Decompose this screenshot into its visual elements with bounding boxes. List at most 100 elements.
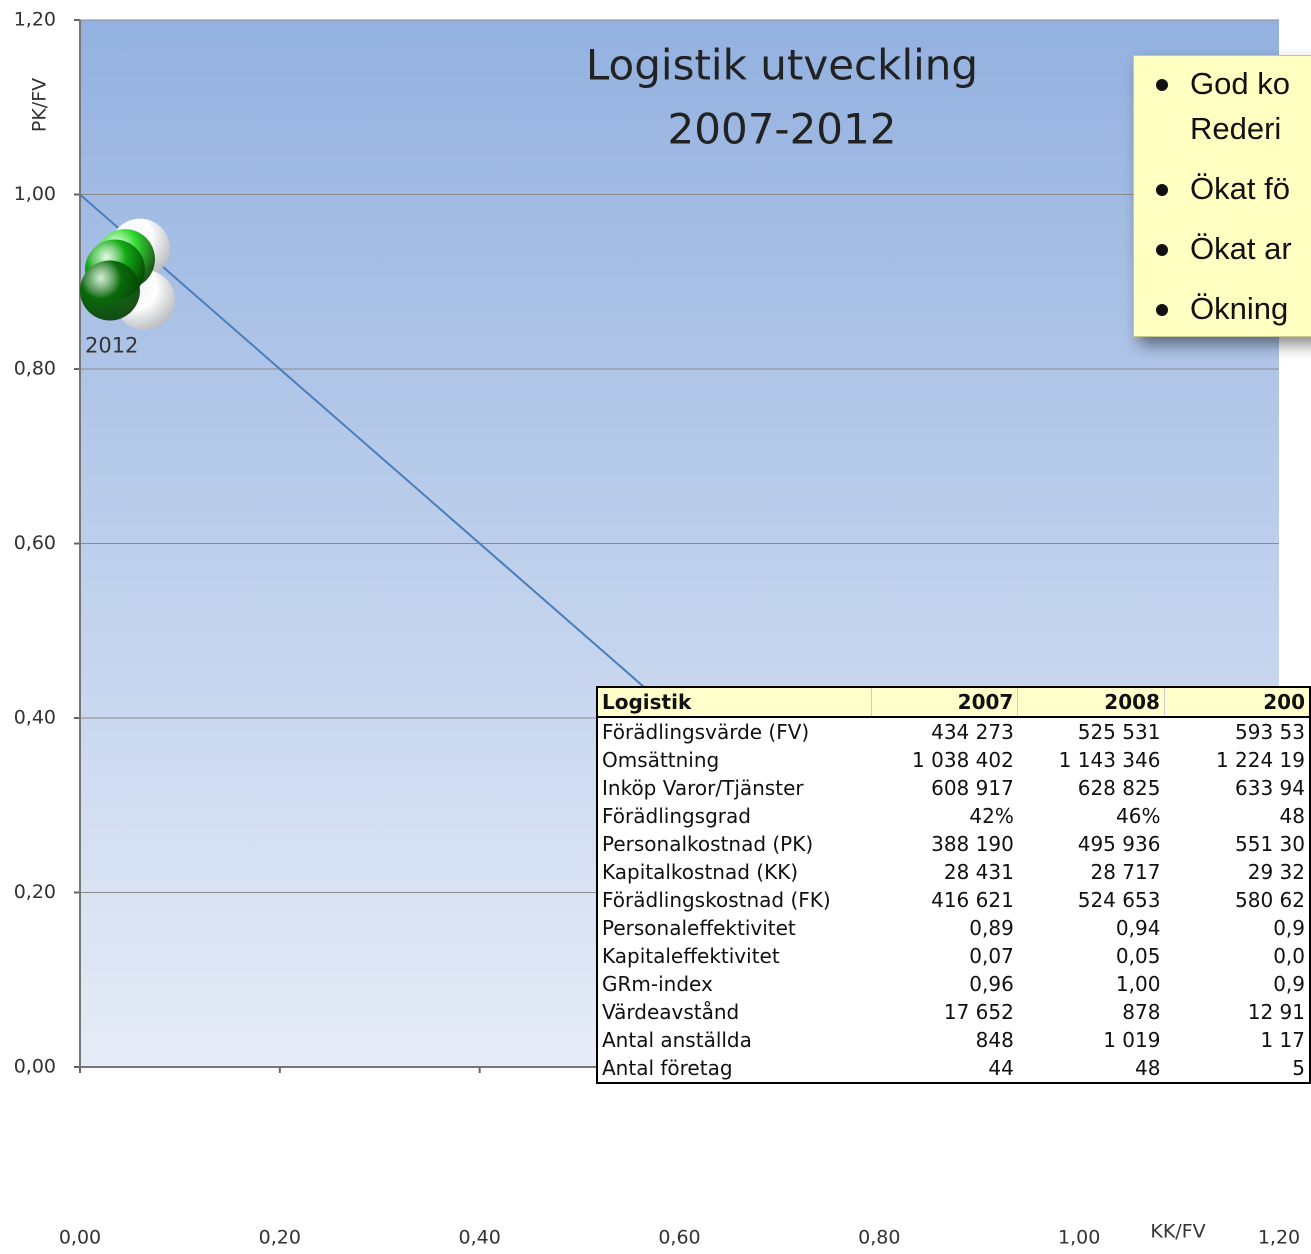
- table-cell: 388 190: [931, 832, 1014, 856]
- table-cell: 525 531: [1077, 720, 1161, 744]
- x-tick-label: 0,40: [459, 1227, 501, 1249]
- x-tick-label: 0,60: [658, 1227, 700, 1249]
- x-tick-label: 0,20: [259, 1227, 301, 1249]
- chart-title: Logistik utveckling: [586, 41, 978, 90]
- text-box-line: Ökat ar: [1156, 231, 1292, 267]
- text-box-line: Ökat fö: [1156, 171, 1290, 207]
- x-tick-label: 1,00: [1058, 1227, 1100, 1249]
- table-cell: 0,9: [1273, 972, 1305, 996]
- table-cell: GRm-index: [602, 972, 713, 996]
- bullet: [1156, 304, 1168, 316]
- text-box-line: Rederi: [1190, 111, 1281, 147]
- table-row: Kapitaleffektivitet 0,07 0,05 0,0: [597, 942, 1310, 970]
- table-row: GRm-index 0,96 1,00 0,9: [597, 970, 1310, 998]
- table-cell: Förädlingskostnad (FK): [602, 888, 831, 912]
- table-cell: 28 717: [1090, 860, 1161, 884]
- table-row: Personaleffektivitet 0,89 0,94 0,9: [597, 914, 1310, 942]
- table-cell: 633 94: [1235, 776, 1305, 800]
- text-box-text: Ökat fö: [1190, 171, 1290, 206]
- table-cell: 12 91: [1247, 1000, 1305, 1024]
- x-axis-title: KK/FV: [1150, 1221, 1205, 1243]
- table-cell: 524 653: [1077, 888, 1161, 912]
- chart-title: 2007-2012: [668, 105, 897, 154]
- table-cell: 593 53: [1235, 720, 1305, 744]
- table-row: Inköp Varor/Tjänster 608 917 628 825 633 94: [597, 774, 1310, 802]
- table-row: Antal företag 44 48 5: [597, 1054, 1310, 1083]
- y-tick-label: 0,40: [14, 707, 56, 729]
- text-box: God ko Rederi Ökat fö Ökat ar Ökning: [1133, 55, 1311, 337]
- table-cell: 608 917: [931, 776, 1014, 800]
- table-header-cell: 2007: [870, 687, 1018, 718]
- table-cell: 416 621: [931, 888, 1014, 912]
- bullet: [1156, 184, 1168, 196]
- table-cell: 495 936: [1077, 832, 1161, 856]
- text-box-line: Ökning: [1156, 291, 1289, 327]
- table-row: Förädlingskostnad (FK) 416 621 524 653 580 …: [597, 886, 1310, 914]
- table-cell: 848: [975, 1028, 1014, 1052]
- table-row: Förädlingsvärde (FV) 434 273 525 531 593 53: [597, 717, 1310, 746]
- text-box-line: God ko: [1156, 66, 1290, 102]
- table-cell: Värdeavstånd: [602, 1000, 740, 1024]
- bullet: [1156, 79, 1168, 91]
- x-tick-label: 1,20: [1258, 1227, 1300, 1249]
- table-cell: 46%: [1116, 804, 1161, 828]
- table-cell: 29 32: [1247, 860, 1305, 884]
- point-label: 2012: [85, 333, 138, 357]
- text-box-text: Ökat ar: [1190, 231, 1292, 266]
- table-row: Förädlingsgrad 42% 46% 48: [597, 802, 1310, 830]
- table-cell: 28 431: [943, 860, 1014, 884]
- table-cell: 0,07: [969, 944, 1014, 968]
- table-cell: 1 17: [1260, 1028, 1305, 1052]
- table-header-cell: 2008: [1017, 687, 1165, 718]
- y-tick-label: 1,20: [14, 9, 56, 31]
- text-box-text: Rederi: [1190, 111, 1282, 146]
- table-cell: 48: [1135, 1056, 1161, 1080]
- table-cell: Antal anställda: [602, 1028, 752, 1052]
- table-cell: Förädlingsgrad: [602, 804, 751, 828]
- table-cell: 0,89: [969, 916, 1014, 940]
- table-row: Antal anställda 848 1 019 1 17: [597, 1026, 1310, 1054]
- table-row: Omsättning 1 038 402 1 143 346 1 224 19: [597, 746, 1310, 774]
- table-cell: Kapitaleffektivitet: [602, 944, 780, 968]
- y-tick-label: 0,20: [14, 881, 56, 903]
- data-table: Logistik 2007 2008 200 Förädlingsvärde (FV) 4…: [596, 686, 1311, 1084]
- y-tick-label: 1,00: [14, 183, 56, 205]
- table-row: Kapitalkostnad (KK) 28 431 28 717 29 32: [597, 858, 1310, 886]
- x-tick-label: 0,80: [858, 1227, 900, 1249]
- y-axis-title: PK/FV: [29, 78, 51, 132]
- table-cell: 0,9: [1273, 916, 1305, 940]
- table-cell: 1,00: [1115, 972, 1161, 996]
- table-header-cell: Logistik: [597, 687, 872, 718]
- x-tick-label: 0,00: [59, 1227, 101, 1249]
- table-cell: 5: [1292, 1056, 1305, 1080]
- table-cell: Förädlingsvärde (FV): [602, 720, 810, 744]
- text-box-text: God ko: [1190, 66, 1290, 101]
- y-tick-label: 0,00: [14, 1056, 56, 1078]
- table-cell: 1 019: [1103, 1028, 1161, 1052]
- table-cell: 17 652: [943, 1000, 1014, 1024]
- table-header-row: Logistik 2007 2008 200: [597, 687, 1310, 718]
- table-cell: 42%: [969, 804, 1014, 828]
- bubble: [79, 260, 140, 321]
- table-cell: 878: [1122, 1000, 1161, 1024]
- table-cell: Kapitalkostnad (KK): [602, 860, 799, 884]
- table-cell: 0,0: [1273, 944, 1305, 968]
- table-cell: Antal företag: [602, 1056, 733, 1080]
- table-cell: Personalkostnad (PK): [602, 832, 814, 856]
- table-cell: 48: [1279, 804, 1305, 828]
- table-cell: Personaleffektivitet: [602, 916, 796, 940]
- y-tick-label: 0,60: [14, 532, 56, 554]
- table-cell: 434 273: [931, 720, 1014, 744]
- table-cell: 0,96: [969, 972, 1014, 996]
- table-cell: 1 224 19: [1215, 748, 1305, 772]
- table-row: Personalkostnad (PK) 388 190 495 936 551 30: [597, 830, 1310, 858]
- table-row: Värdeavstånd 17 652 878 12 91: [597, 998, 1310, 1026]
- table-header-cell: 200: [1163, 687, 1310, 718]
- table-cell: Inköp Varor/Tjänster: [602, 776, 804, 800]
- bullet: [1156, 244, 1168, 256]
- table-cell: 580 62: [1235, 888, 1305, 912]
- table-cell: 551 30: [1235, 832, 1305, 856]
- y-tick-label: 0,80: [14, 358, 56, 380]
- text-box-text: Ökning: [1190, 291, 1289, 326]
